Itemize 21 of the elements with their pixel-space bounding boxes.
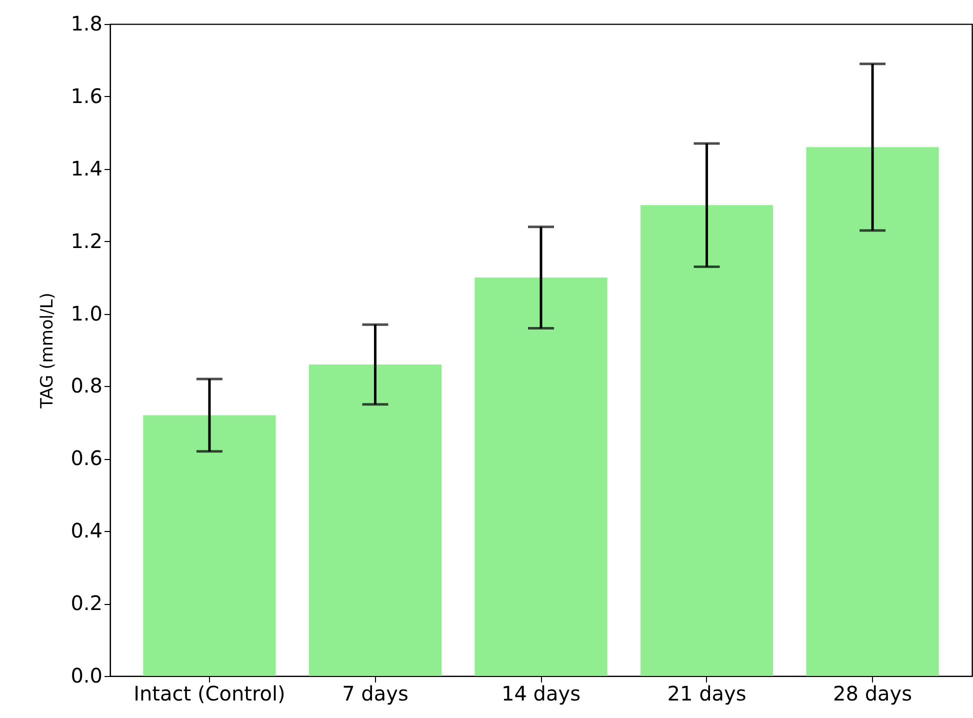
y-axis-title: TAG (mmol/L) xyxy=(38,292,58,410)
bar xyxy=(806,147,939,676)
y-tick-label: 0.2 xyxy=(70,591,102,616)
y-tick-label: 1.2 xyxy=(70,228,102,253)
y-tick-label: 0.8 xyxy=(70,374,102,398)
y-tick-label: 0.0 xyxy=(70,664,102,688)
y-tick-label: 1.0 xyxy=(70,301,102,326)
x-tick-label: Intact (Control) xyxy=(134,682,286,706)
bar xyxy=(474,278,608,676)
x-tick-label: 28 days xyxy=(833,682,912,706)
x-tick-label: 21 days xyxy=(667,682,746,706)
y-tick-label: 1.8 xyxy=(70,12,102,36)
bar xyxy=(640,205,774,676)
y-tick-label: 1.6 xyxy=(70,84,102,108)
y-tick-label: 1.4 xyxy=(70,156,102,180)
y-tick-label: 0.4 xyxy=(70,518,102,543)
x-tick-label: 14 days xyxy=(501,682,581,706)
x-tick-label: 7 days xyxy=(342,682,408,706)
y-tick-label: 0.6 xyxy=(70,446,102,470)
bar xyxy=(143,415,276,676)
bar xyxy=(308,364,442,676)
